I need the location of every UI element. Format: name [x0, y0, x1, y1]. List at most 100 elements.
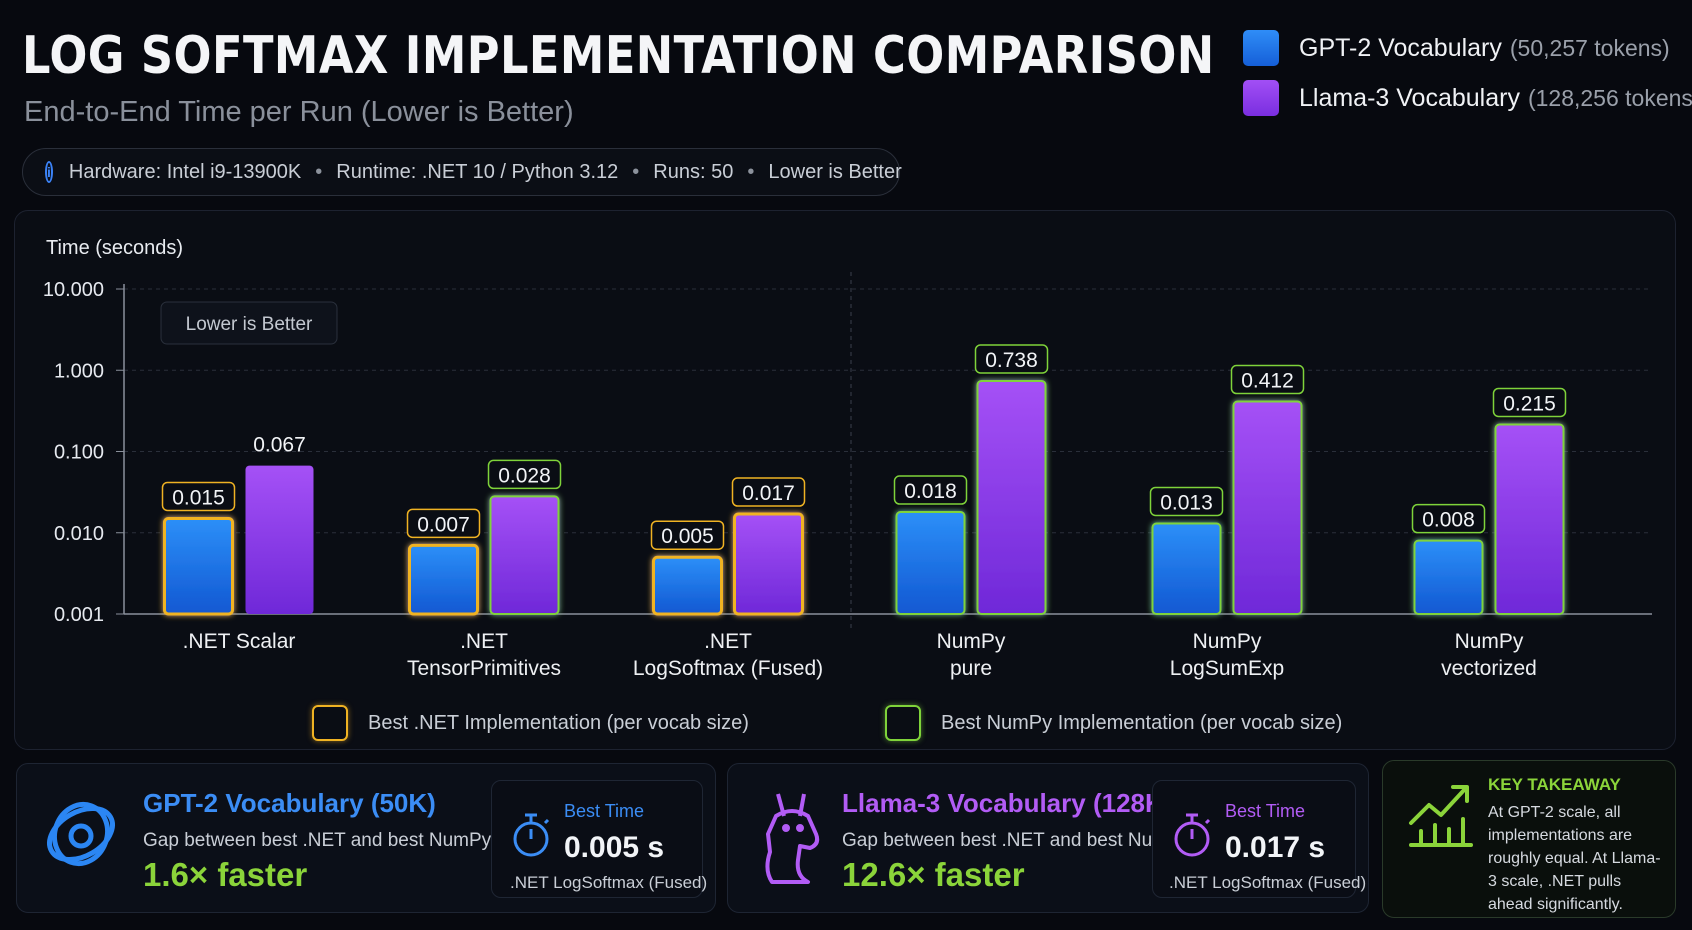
- x-category-label: LogSoftmax (Fused): [633, 657, 823, 680]
- legend-detail-gpt2: (50,257 tokens): [1509, 34, 1670, 61]
- info-runs: Runs: 50: [653, 160, 734, 183]
- x-category-label: .NET: [704, 630, 752, 653]
- trend-up-icon: [1409, 785, 1473, 847]
- page-subtitle: End-to-End Time per Run (Lower is Better…: [24, 96, 574, 128]
- data-label-box: [406, 508, 481, 539]
- info-icon: i: [45, 161, 53, 183]
- lower-is-better-note: Lower is Better: [186, 314, 313, 335]
- key-takeaway-title: KEY TAKEAWAY: [1488, 775, 1621, 794]
- openai-logo-icon: [47, 801, 115, 867]
- legend-label-llama3: Llama-3 Vocabulary: [1299, 83, 1520, 112]
- separator-dot: •: [747, 160, 755, 183]
- data-label-box: [893, 475, 968, 505]
- x-category-label: pure: [950, 657, 992, 680]
- data-label-box: [650, 520, 725, 550]
- y-tick-label: 1.000: [54, 360, 104, 382]
- legend-item-gpt2: GPT-2 Vocabulary (50,257 tokens): [1243, 30, 1692, 66]
- bar-gpt2: [895, 511, 966, 615]
- info-note: Lower is Better: [768, 160, 902, 183]
- x-category-label: LogSumExp: [1170, 657, 1284, 680]
- legend-swatch-gpt2: [1243, 30, 1279, 66]
- llama3-summary-card: Llama-3 Vocabulary (128K) Gap between be…: [727, 763, 1369, 913]
- gpt2-best-impl: .NET LogSoftmax (Fused): [510, 873, 708, 892]
- y-tick-label: 0.100: [54, 442, 104, 464]
- data-label: 0.018: [904, 480, 957, 503]
- data-label: 0.015: [172, 486, 225, 509]
- stopwatch-icon: [513, 813, 550, 857]
- separator-dot: •: [632, 160, 640, 183]
- gpt2-summary-card: GPT-2 Vocabulary (50K) Gap between best …: [16, 763, 716, 913]
- data-label-box: [731, 477, 806, 507]
- separator-dot: •: [315, 160, 323, 183]
- gpt2-best-time-box: Best Time 0.005 s .NET LogSoftmax (Fused…: [491, 780, 707, 898]
- data-label: 0.007: [417, 513, 470, 536]
- legend-swatch-llama3: [1243, 80, 1279, 116]
- data-label-box: [487, 459, 562, 490]
- bar-gpt2: [1413, 539, 1484, 616]
- data-label-box: [1149, 486, 1224, 517]
- y-tick-label: 10.000: [43, 279, 104, 301]
- bar-gpt2: [163, 516, 234, 616]
- data-label: 0.017: [742, 482, 795, 505]
- info-bar: i Hardware: Intel i9-13900K • Runtime: .…: [22, 148, 902, 196]
- llama3-best-impl: .NET LogSoftmax (Fused): [1169, 873, 1367, 892]
- page-title: LOG SOFTMAX IMPLEMENTATION COMPARISON: [22, 26, 1215, 86]
- data-label: 0.005: [661, 525, 714, 548]
- x-category-label: NumPy: [1193, 630, 1262, 653]
- y-axis-title: Time (seconds): [46, 237, 183, 259]
- llama-icon: [765, 793, 820, 884]
- data-label: 0.738: [985, 349, 1038, 372]
- key-takeaway-card: KEY TAKEAWAY At GPT-2 scale, all impleme…: [1382, 760, 1676, 918]
- highlight-legend-net: Best .NET Implementation (per vocab size…: [312, 705, 749, 741]
- info-runtime: Runtime: .NET 10 / Python 3.12: [336, 160, 619, 183]
- data-label: 0.008: [1422, 509, 1475, 532]
- llama3-best-time-value: 0.017 s: [1225, 831, 1326, 864]
- bar-gpt2: [408, 543, 479, 616]
- llama3-gap-label: Gap between best .NET and best NumPy: [842, 830, 1191, 851]
- bar-llama3: [1494, 423, 1565, 615]
- highlight-legend-numpy: Best NumPy Implementation (per vocab siz…: [885, 705, 1342, 741]
- bar-llama3: [733, 512, 804, 616]
- x-category-label: TensorPrimitives: [407, 657, 561, 680]
- x-category-label: .NET: [460, 630, 508, 653]
- highlight-label-net: Best .NET Implementation (per vocab size…: [368, 711, 749, 734]
- legend-label-gpt2: GPT-2 Vocabulary: [1299, 33, 1502, 62]
- data-label: 0.067: [253, 434, 306, 457]
- gpt2-best-time-label: Best Time: [564, 801, 645, 821]
- lower-is-better-box: [160, 301, 338, 345]
- y-tick-label: 0.010: [54, 523, 104, 545]
- gpt2-gap-label: Gap between best .NET and best NumPy: [143, 830, 492, 851]
- info-hardware: Hardware: Intel i9-13900K: [68, 160, 302, 183]
- highlight-swatch-numpy: [885, 705, 921, 741]
- highlight-swatch-net: [312, 705, 348, 741]
- llama3-best-time-box: Best Time 0.017 s .NET LogSoftmax (Fused…: [1152, 780, 1366, 898]
- y-tick-label: 0.001: [54, 604, 104, 626]
- x-category-label: NumPy: [937, 630, 1006, 653]
- x-category-label: .NET Scalar: [183, 630, 296, 653]
- data-label-box: [161, 481, 236, 512]
- bar-llama3: [976, 379, 1047, 616]
- highlight-label-numpy: Best NumPy Implementation (per vocab siz…: [941, 711, 1343, 734]
- gpt2-best-time-value: 0.005 s: [564, 831, 665, 864]
- bar-llama3: [245, 465, 314, 614]
- data-label: 0.412: [1241, 370, 1294, 393]
- stopwatch-icon: [1174, 813, 1211, 857]
- data-label-box: [1411, 503, 1486, 534]
- legend-item-llama3: Llama-3 Vocabulary (128,256 tokens): [1243, 80, 1692, 116]
- llama3-speedup: 12.6× faster: [842, 856, 1025, 893]
- gpt2-speedup: 1.6× faster: [143, 856, 308, 893]
- x-category-label: NumPy: [1455, 630, 1524, 653]
- bar-gpt2: [1151, 522, 1222, 616]
- bar-llama3: [489, 495, 560, 615]
- data-label: 0.028: [498, 464, 551, 487]
- data-label: 0.215: [1503, 392, 1556, 415]
- llama3-best-time-label: Best Time: [1225, 801, 1306, 821]
- data-label-box: [1230, 364, 1305, 395]
- data-label-box: [1492, 387, 1567, 418]
- x-category-label: vectorized: [1441, 657, 1537, 680]
- bar-gpt2: [652, 555, 723, 616]
- gpt2-card-title: GPT-2 Vocabulary (50K): [143, 788, 436, 818]
- data-label-box: [974, 344, 1049, 374]
- llama3-card-title: Llama-3 Vocabulary (128K): [842, 788, 1173, 818]
